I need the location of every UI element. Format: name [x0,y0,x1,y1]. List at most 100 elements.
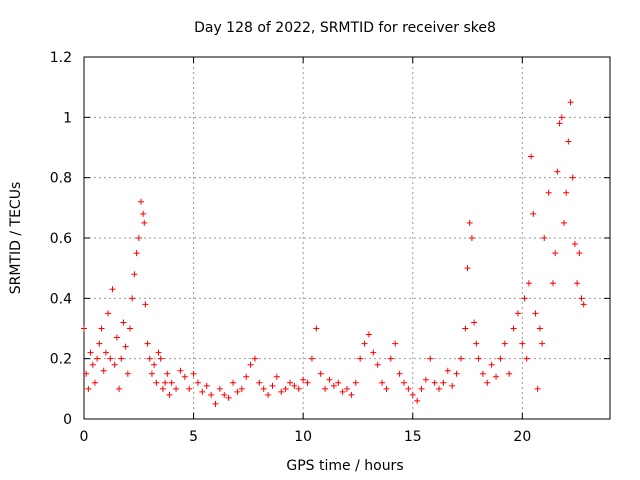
data-point [120,319,127,326]
data-point [137,198,144,205]
data-point [105,310,112,317]
data-point [427,355,434,362]
data-point [282,385,289,392]
data-point [550,280,557,287]
data-point [563,189,570,196]
data-point [418,385,425,392]
data-point [94,355,101,362]
data-point [157,355,164,362]
data-point [91,379,98,386]
data-point [541,235,548,241]
data-point [83,370,90,377]
data-point [569,174,576,181]
data-point [497,355,504,362]
y-axis-title: SRMTID / TECUs [8,182,24,295]
data-point [322,385,329,392]
data-point [554,168,561,175]
data-point [278,388,285,395]
data-point [326,376,333,383]
data-point [475,355,482,362]
data-point [194,379,201,386]
data-point [552,250,559,257]
data-point [501,340,508,347]
data-point [212,400,219,407]
data-point [536,325,543,332]
data-point [300,376,307,383]
data-point [304,379,311,386]
data-point [556,120,563,127]
x-tick-label: 5 [189,429,198,445]
data-point [339,388,346,395]
data-point [140,210,147,217]
data-point [118,355,125,362]
data-point [269,382,276,389]
data-point [578,295,585,302]
data-point [471,319,478,326]
data-point [166,391,173,398]
y-tick-label: 0.4 [50,291,72,307]
data-point [122,343,129,350]
data-point [387,355,394,362]
data-point [479,370,486,377]
data-point [221,391,228,398]
data-point [129,295,136,302]
axis-ticks: 0 0.2 0.4 0.6 0.8 1 1.2 0 5 10 15 20 [50,50,610,445]
data-point [230,379,237,386]
data-point [291,382,298,389]
data-point [565,138,572,145]
series-srmtid [81,99,587,407]
data-point [348,391,355,398]
data-point [440,379,447,386]
data-point [493,373,500,380]
data-points [81,99,587,407]
data-point [141,219,148,226]
data-point [357,355,364,362]
data-point [532,310,539,317]
data-point [514,310,521,317]
x-tick-label: 15 [404,429,422,445]
data-point [247,361,254,368]
data-point [473,340,480,347]
data-point [181,373,188,380]
data-point [102,349,109,356]
data-point [539,340,546,347]
data-point [131,271,138,278]
data-point [576,250,583,257]
data-point [89,361,96,368]
data-point [151,361,158,368]
data-point [190,370,197,377]
y-tick-label: 0.2 [50,352,72,368]
data-point [400,379,407,386]
data-point [148,370,155,377]
data-point [574,280,581,287]
data-point [449,382,456,389]
data-point [168,379,175,386]
data-point [466,219,473,226]
data-point [144,340,151,347]
data-point [580,301,587,308]
data-point [81,325,87,332]
data-point [525,280,532,287]
x-axis-title: GPS time / hours [286,458,403,474]
data-point [560,219,567,226]
data-point [528,153,535,160]
data-point [534,385,541,392]
data-point [409,391,416,398]
data-point [462,325,469,332]
data-point [519,340,526,347]
data-point [243,373,250,380]
data-point [330,382,337,389]
data-point [111,361,118,368]
data-point [365,331,372,338]
data-point [146,355,153,362]
data-point [567,99,574,106]
data-point [361,340,368,347]
data-point [510,325,517,332]
data-point [96,340,103,347]
data-point [436,385,443,392]
data-point [173,385,180,392]
data-point [523,355,530,362]
data-point [225,394,232,401]
data-point [135,235,142,241]
